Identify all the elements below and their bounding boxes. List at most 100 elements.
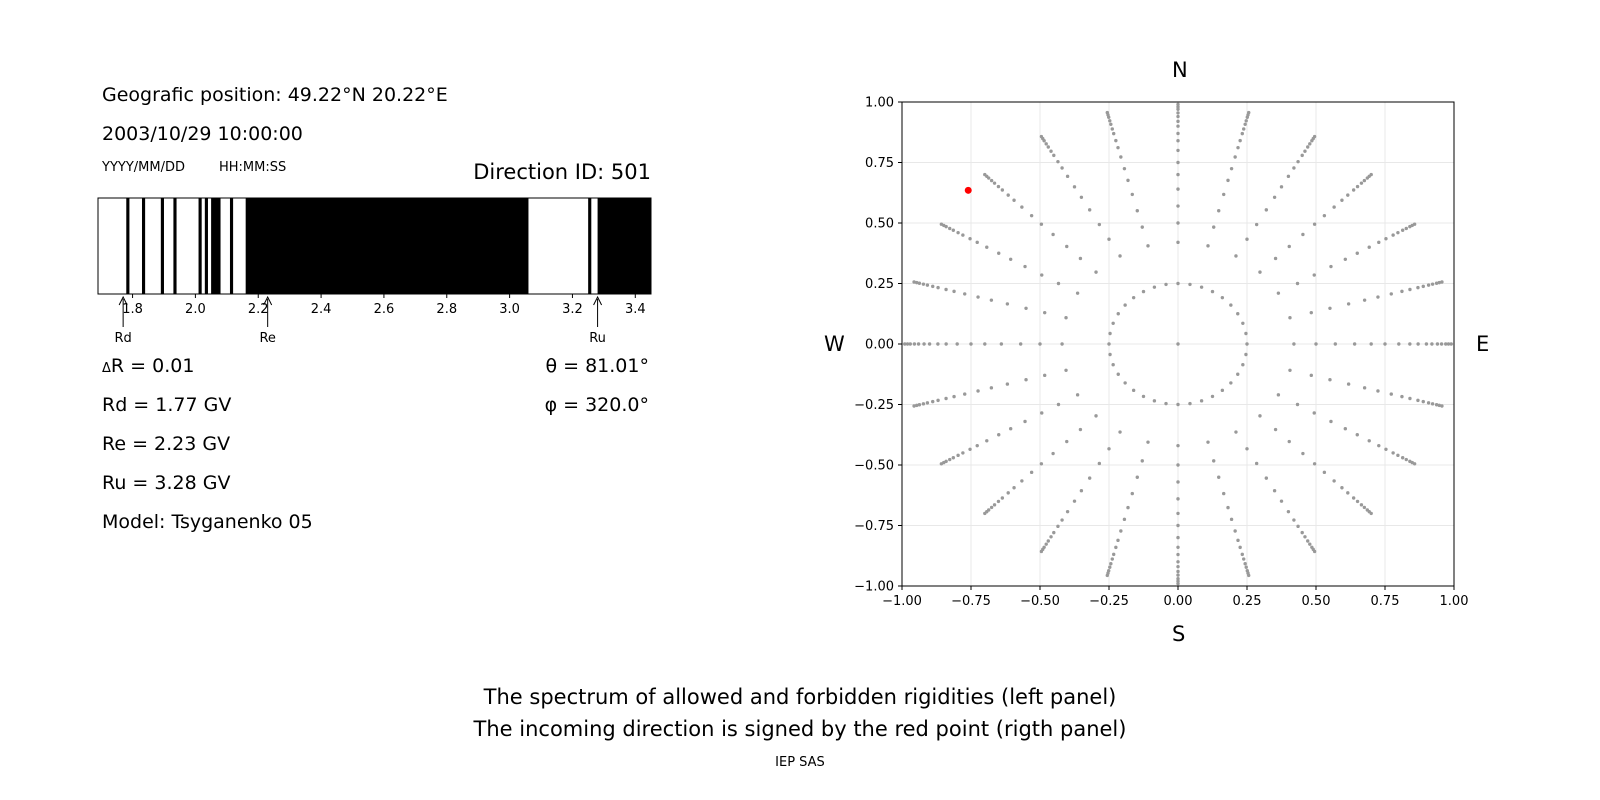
x-tick-label: 3.2	[562, 302, 583, 317]
direction-point	[1116, 145, 1120, 150]
direction-point	[1118, 430, 1122, 434]
direction-point	[1141, 394, 1146, 399]
x-tick-label: 0.25	[1233, 594, 1262, 609]
rd-value: Rd = 1.77 GV	[102, 394, 232, 416]
direction-point	[952, 394, 956, 399]
direction-point	[968, 447, 972, 451]
marker-label-ru: Ru	[589, 331, 606, 346]
direction-point	[1111, 362, 1115, 367]
direction-point	[922, 342, 926, 346]
direction-point	[1176, 535, 1180, 540]
direction-point	[1049, 149, 1053, 153]
direction-point	[1351, 188, 1356, 192]
direction-point	[999, 342, 1004, 346]
direction-point	[1288, 315, 1292, 320]
direction-point	[1039, 462, 1044, 466]
direction-point	[1292, 166, 1296, 170]
direction-point	[1046, 539, 1050, 543]
direction-point	[1367, 439, 1371, 443]
direction-point	[1094, 270, 1098, 274]
direction-point	[1362, 178, 1367, 183]
direction-point	[1236, 538, 1240, 543]
direction-point	[1049, 535, 1053, 539]
marker-label-re: Re	[259, 331, 275, 346]
direction-point	[1087, 208, 1092, 212]
direction-point	[1176, 187, 1180, 191]
direction-point	[1008, 427, 1013, 431]
direction-point	[992, 503, 997, 507]
direction-point	[1131, 295, 1136, 300]
direction-point	[1176, 160, 1180, 165]
direction-point	[1244, 565, 1248, 569]
delta-r: ΔR = 0.01	[102, 355, 194, 377]
direction-point	[1391, 233, 1395, 237]
direction-point	[1122, 166, 1127, 171]
direction-point	[1276, 291, 1281, 295]
direction-point	[1238, 138, 1242, 143]
direction-point	[1075, 291, 1080, 295]
direction-point	[1072, 499, 1077, 503]
direction-point	[1340, 486, 1344, 490]
direction-point	[1176, 545, 1180, 549]
direction-point	[1105, 573, 1109, 578]
direction-point	[1416, 285, 1420, 290]
direction-point	[1176, 443, 1180, 448]
direction-id: Direction ID: 501	[473, 160, 651, 184]
y-tick-label: 1.00	[865, 96, 894, 111]
direction-point	[1234, 430, 1238, 434]
direction-point	[1217, 209, 1221, 213]
direction-point	[921, 402, 926, 406]
direction-point	[1176, 124, 1180, 128]
direction-point	[1135, 475, 1139, 479]
direction-point	[1020, 479, 1024, 483]
direction-point	[1449, 342, 1453, 346]
direction-point	[1332, 205, 1336, 209]
direction-point	[944, 396, 948, 401]
direction-point	[948, 457, 952, 462]
direction-point	[1176, 114, 1180, 119]
x-tick-label: −0.25	[1089, 594, 1129, 609]
x-tick-label: −1.00	[882, 594, 922, 609]
direction-point	[1046, 145, 1050, 149]
direction-point	[1029, 470, 1034, 475]
direction-point	[1312, 134, 1317, 139]
direction-point	[1176, 119, 1180, 124]
forbidden-band	[173, 198, 177, 294]
direction-point	[1119, 529, 1123, 533]
direction-point	[1362, 386, 1367, 390]
direction-point	[1352, 342, 1357, 346]
x-tick-label: −0.50	[1020, 594, 1060, 609]
direction-point	[1000, 188, 1005, 192]
direction-point	[1176, 564, 1180, 569]
direction-point	[1176, 102, 1180, 107]
direction-point	[1075, 393, 1080, 397]
direction-point	[944, 342, 948, 346]
direction-point	[939, 222, 944, 226]
direction-point	[905, 342, 910, 346]
direction-point	[1097, 222, 1102, 227]
direction-point	[1005, 302, 1010, 306]
direction-point	[1152, 399, 1157, 403]
direction-point	[1233, 155, 1237, 159]
direction-point	[1384, 447, 1388, 451]
direction-point	[912, 280, 916, 284]
direction-point	[1044, 542, 1048, 546]
direction-point	[1245, 342, 1249, 346]
direction-point	[1023, 264, 1027, 269]
direction-point	[1238, 545, 1242, 550]
direction-point	[1303, 535, 1307, 539]
direction-point	[1105, 110, 1109, 115]
direction-point	[1421, 284, 1425, 289]
direction-point	[1242, 557, 1246, 561]
direction-point	[983, 172, 987, 177]
direction-point	[1097, 461, 1102, 466]
direction-point	[992, 181, 997, 185]
direction-point	[1430, 402, 1435, 406]
spectrum-frame	[97, 197, 652, 295]
date-format-label: YYYY/MM/DD	[102, 160, 185, 175]
direction-point	[939, 462, 944, 466]
direction-point	[1309, 310, 1313, 315]
direction-point	[1244, 352, 1248, 357]
direction-point	[975, 443, 979, 448]
direction-point	[1240, 552, 1244, 557]
